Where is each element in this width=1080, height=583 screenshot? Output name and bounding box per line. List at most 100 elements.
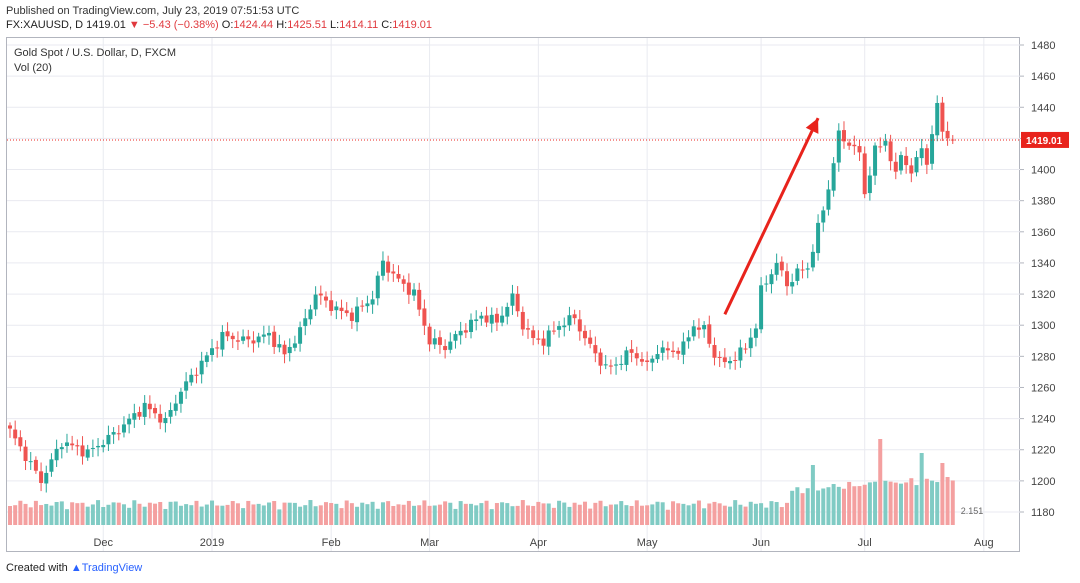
candle-body xyxy=(230,335,235,340)
volume-bar xyxy=(479,503,484,525)
candle-body xyxy=(318,293,323,296)
volume-badge: 2.151 xyxy=(961,506,984,516)
candle-body xyxy=(39,471,44,483)
volume-bar xyxy=(909,478,914,525)
volume-bar xyxy=(469,503,474,525)
candle-body xyxy=(422,308,427,326)
volume-bar xyxy=(696,500,701,525)
candle-body xyxy=(867,175,872,194)
x-tick-label: Dec xyxy=(93,537,113,549)
y-tick-label: 1240 xyxy=(1031,414,1055,426)
x-tick-label: Apr xyxy=(530,537,547,549)
candle-body xyxy=(137,411,142,417)
y-tick-label: 1300 xyxy=(1031,320,1055,332)
volume-bar xyxy=(582,501,587,525)
volume-bar xyxy=(220,505,225,525)
published-info: Published on TradingView.com, July 23, 2… xyxy=(6,5,300,17)
volume-bar xyxy=(215,505,220,525)
volume-bar xyxy=(878,439,883,525)
candle-body xyxy=(334,306,339,311)
trend-arrow-head xyxy=(805,118,819,134)
volume-bar xyxy=(883,480,888,525)
volume-bar xyxy=(184,504,189,525)
candle-body xyxy=(44,472,49,484)
candle-body xyxy=(59,447,64,450)
volume-bar xyxy=(489,509,494,525)
candle-body xyxy=(365,303,370,307)
candle-body xyxy=(370,299,375,305)
volume-bar xyxy=(867,482,872,525)
candle-body xyxy=(199,360,204,375)
volume-bar xyxy=(282,502,287,525)
candle-body xyxy=(443,346,448,351)
volume-bar xyxy=(313,506,318,525)
tradingview-brand[interactable]: TradingView xyxy=(81,562,143,574)
volume-bar xyxy=(386,501,391,525)
volume-bar xyxy=(681,503,686,525)
candle-body xyxy=(355,306,360,323)
volume-bar xyxy=(634,500,639,525)
candle-body xyxy=(96,445,101,448)
volume-bar xyxy=(106,504,111,525)
candle-body xyxy=(603,364,608,366)
candle-body xyxy=(121,424,126,433)
volume-bar xyxy=(334,503,339,525)
volume-bar xyxy=(85,506,90,525)
candle-body xyxy=(883,140,888,146)
candle-body xyxy=(515,293,520,312)
volume-bar xyxy=(743,506,748,525)
candle-body xyxy=(551,330,556,332)
volume-bar xyxy=(458,501,463,525)
y-tick-label: 1280 xyxy=(1031,351,1055,363)
candle-body xyxy=(738,347,743,361)
volume-bar xyxy=(800,493,805,525)
volume-bar xyxy=(96,500,101,525)
candle-body xyxy=(391,271,396,274)
candle-body xyxy=(728,360,733,364)
volume-bar xyxy=(147,502,152,525)
candle-body xyxy=(681,341,686,355)
candle-body xyxy=(453,334,458,341)
volume-bar xyxy=(80,502,85,525)
symbol-label: FX:XAUUSD, D xyxy=(6,19,84,31)
candle-body xyxy=(945,130,950,139)
candle-body xyxy=(18,437,23,447)
volume-bar xyxy=(349,503,354,525)
volume-bar xyxy=(90,504,95,525)
candle-body xyxy=(857,146,862,153)
candle-body xyxy=(64,442,69,446)
tradingview-logo-icon[interactable]: ▲ xyxy=(70,562,82,574)
y-tick-label: 1200 xyxy=(1031,476,1055,488)
volume-bar xyxy=(44,503,49,525)
candle-body xyxy=(562,325,567,328)
volume-bar xyxy=(59,501,64,525)
volume-bar xyxy=(417,505,422,525)
price-change: −5.43 (−0.38%) xyxy=(142,19,219,31)
candle-body xyxy=(919,148,924,159)
candle-body xyxy=(764,283,769,285)
volume-legend[interactable]: Vol (20) xyxy=(14,62,52,74)
volume-bar xyxy=(453,508,458,525)
candle-body xyxy=(147,403,152,410)
volume-bar xyxy=(660,502,665,525)
candle-body xyxy=(298,327,303,344)
chart-legend-title[interactable]: Gold Spot / U.S. Dollar, D, FXCM xyxy=(14,47,176,59)
open-label: O: xyxy=(221,19,234,31)
candle-body xyxy=(256,336,261,343)
candle-body xyxy=(406,282,411,295)
candle-body xyxy=(888,141,893,162)
candle-body xyxy=(308,309,313,320)
candle-body xyxy=(743,348,748,350)
volume-bar xyxy=(702,508,707,525)
candle-body xyxy=(396,273,401,279)
volume-bar xyxy=(137,503,142,525)
candle-body xyxy=(629,349,634,353)
x-tick-label: Mar xyxy=(420,537,439,549)
candle-body xyxy=(785,271,789,287)
candle-body xyxy=(163,417,168,424)
volume-bar xyxy=(204,504,209,525)
volume-bar xyxy=(919,453,924,525)
volume-bar xyxy=(303,505,308,525)
candle-body xyxy=(733,360,738,362)
